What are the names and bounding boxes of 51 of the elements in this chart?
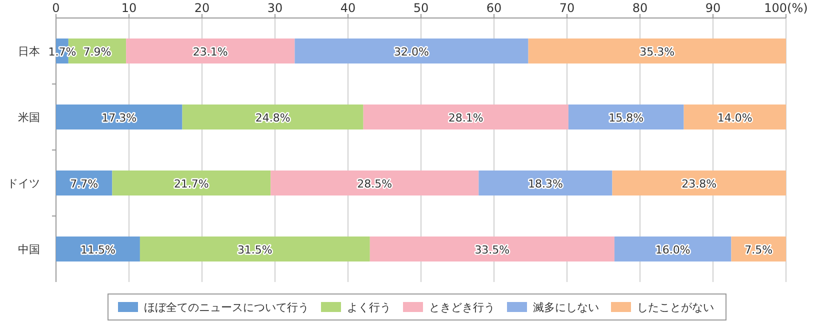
y-tick-label: 日本 xyxy=(18,45,40,58)
data-label: 7.5% xyxy=(744,244,773,256)
legend-label: 滅多にしない xyxy=(533,301,599,314)
bar xyxy=(182,104,364,130)
data-label: 7.7% xyxy=(70,178,98,190)
data-label: 15.8% xyxy=(608,112,644,124)
data-label: 35.3% xyxy=(640,46,675,58)
legend-label: ときどき行う xyxy=(429,301,495,314)
bar xyxy=(363,104,568,130)
legend-label: よく行う xyxy=(347,301,391,314)
x-tick-label: 80 xyxy=(632,1,648,15)
bar xyxy=(126,38,295,64)
data-label: 17.3% xyxy=(102,112,137,124)
x-tick-label: 30 xyxy=(267,1,283,15)
x-tick-label: 70 xyxy=(559,1,575,15)
bar xyxy=(270,170,479,196)
data-label: 11.5% xyxy=(80,244,116,256)
y-tick-label: ドイツ xyxy=(7,177,40,190)
x-tick-label: 100(%) xyxy=(764,1,808,15)
bar xyxy=(294,38,528,64)
x-tick-label: 20 xyxy=(194,1,210,15)
x-tick-label: 90 xyxy=(705,1,721,15)
y-tick-label: 米国 xyxy=(18,111,40,124)
bar xyxy=(528,38,786,64)
legend-label: ほぼ全てのニュースについて行う xyxy=(144,301,309,314)
bar xyxy=(370,236,614,262)
bar xyxy=(478,170,612,196)
data-label: 28.5% xyxy=(357,178,392,190)
x-tick-label: 50 xyxy=(413,1,429,15)
x-tick-label: 10 xyxy=(121,1,137,15)
data-label: 33.5% xyxy=(474,244,510,256)
bar xyxy=(112,170,271,196)
x-tick-label: 0 xyxy=(52,1,60,15)
bar xyxy=(612,170,786,196)
legend-label: したことがない xyxy=(637,301,714,314)
x-tick-label: 40 xyxy=(340,1,356,15)
data-label: 31.5% xyxy=(237,244,272,256)
bar xyxy=(56,104,182,130)
x-tick-label: 60 xyxy=(486,1,502,15)
data-label: 21.7% xyxy=(174,178,209,190)
data-label: 14.0% xyxy=(717,112,752,124)
data-label: 32.0% xyxy=(394,46,429,58)
data-label: 28.1% xyxy=(448,112,484,124)
data-label: 23.8% xyxy=(682,178,717,190)
data-label: 23.1% xyxy=(192,46,228,58)
bar xyxy=(140,236,370,262)
data-label: 16.0% xyxy=(655,244,690,256)
data-label: 7.9% xyxy=(83,46,112,58)
data-label: 18.3% xyxy=(528,178,563,190)
data-label: 24.8% xyxy=(255,112,290,124)
y-tick-label: 中国 xyxy=(18,243,40,256)
